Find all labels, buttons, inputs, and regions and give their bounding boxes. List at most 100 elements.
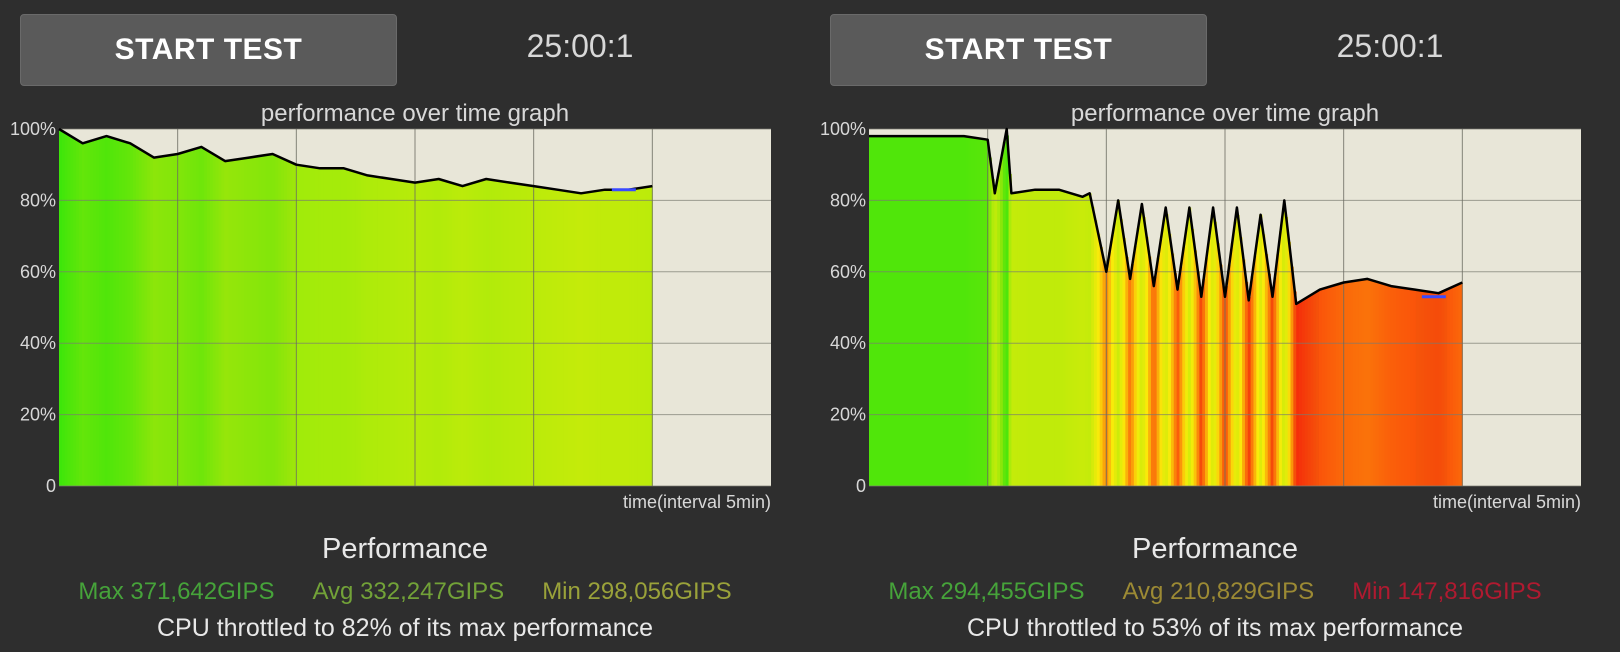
area-strip <box>1233 221 1237 486</box>
left-panel: START TEST 25:00:1 performance over time… <box>10 14 771 642</box>
area-strip <box>1407 288 1411 486</box>
area-strip <box>617 189 621 486</box>
area-strip <box>1162 220 1166 487</box>
area-strip <box>1361 279 1365 486</box>
area-strip <box>417 181 422 486</box>
area-strip <box>1168 233 1172 486</box>
area-strip <box>583 192 587 486</box>
area-strip <box>1193 250 1197 486</box>
area-strip <box>1281 208 1286 486</box>
area-strip <box>1276 254 1280 486</box>
area-strip <box>466 184 470 486</box>
area-strip <box>1113 217 1118 486</box>
area-strip <box>991 178 995 486</box>
area-strip <box>1398 287 1402 486</box>
area-strip <box>489 179 493 486</box>
area-strip <box>104 136 108 486</box>
area-strip <box>1039 189 1044 486</box>
area-strip <box>1333 285 1337 486</box>
area-strip <box>275 155 279 487</box>
area-strip <box>508 182 513 486</box>
area-strip <box>1065 192 1069 486</box>
area-strip <box>1128 275 1132 486</box>
area-strip <box>1122 238 1126 486</box>
area-strip <box>880 136 884 486</box>
area-strip <box>409 181 413 486</box>
area-strip <box>1432 292 1437 486</box>
area-strip <box>1412 289 1417 486</box>
area-strip <box>1253 255 1257 486</box>
area-strip <box>943 136 947 486</box>
area-strip <box>386 178 390 486</box>
start-test-button[interactable]: START TEST <box>830 14 1207 86</box>
area-strip <box>195 148 199 486</box>
area-strip <box>1002 141 1007 487</box>
area-strip <box>1455 284 1459 486</box>
area-strip <box>568 191 573 486</box>
area-strip <box>96 138 100 486</box>
area-strip <box>1307 296 1311 486</box>
area-strip <box>278 157 282 486</box>
area-strip <box>1452 286 1457 486</box>
area-strip <box>1079 196 1083 486</box>
area-strip <box>960 136 964 486</box>
area-strip <box>648 186 652 486</box>
area-strip <box>1156 257 1160 486</box>
area-strip <box>460 185 464 486</box>
area-strip <box>1025 190 1029 486</box>
area-strip <box>560 190 564 486</box>
area-strip <box>315 167 319 486</box>
area-strip <box>138 149 142 487</box>
area-strip <box>869 136 873 486</box>
area-strip <box>121 141 125 486</box>
area-strip <box>164 155 168 486</box>
area-strip <box>252 156 256 486</box>
area-strip <box>1159 238 1163 486</box>
area-strip <box>1364 279 1368 486</box>
area-strip <box>1205 257 1209 486</box>
area-strip <box>903 136 907 486</box>
area-strip <box>150 156 154 486</box>
area-strip <box>580 193 584 486</box>
area-strip <box>1187 207 1192 486</box>
area-strip <box>1048 189 1052 486</box>
area-strip <box>1062 191 1066 486</box>
area-strip <box>110 137 114 486</box>
area-strip <box>429 180 433 487</box>
area-strip <box>212 154 217 486</box>
throttle-summary: CPU throttled to 82% of its max performa… <box>156 614 654 642</box>
area-strip <box>1321 288 1326 486</box>
area-strip <box>303 166 308 486</box>
area-strip <box>1239 237 1243 486</box>
area-strip <box>184 151 188 486</box>
area-strip <box>420 181 424 486</box>
area-strip <box>232 159 236 486</box>
area-strip <box>1045 189 1049 486</box>
area-strip <box>1395 287 1400 486</box>
area-strip <box>1176 286 1180 486</box>
area-strip <box>258 155 262 487</box>
area-strip <box>255 156 259 486</box>
area-strip <box>1031 190 1035 486</box>
area-strip <box>84 142 88 486</box>
area-strip <box>1082 196 1086 486</box>
area-strip <box>400 180 405 486</box>
area-strip <box>167 155 171 486</box>
area-strip <box>118 140 123 487</box>
area-strip <box>588 191 592 487</box>
area-strip <box>1350 281 1354 486</box>
area-strip <box>474 181 479 486</box>
area-strip <box>945 136 950 486</box>
area-strip <box>178 153 182 486</box>
y-tick-label: 20% <box>20 405 56 425</box>
area-strip <box>355 172 359 486</box>
area-strip <box>631 189 635 486</box>
x-axis-label: time(interval 5min) <box>1433 492 1581 512</box>
area-strip <box>928 136 933 486</box>
y-tick-label: 40% <box>830 333 866 353</box>
area-strip <box>534 186 538 486</box>
area-strip <box>207 151 211 486</box>
start-test-button[interactable]: START TEST <box>20 14 397 86</box>
area-strip <box>292 163 296 486</box>
area-strip <box>557 189 561 486</box>
